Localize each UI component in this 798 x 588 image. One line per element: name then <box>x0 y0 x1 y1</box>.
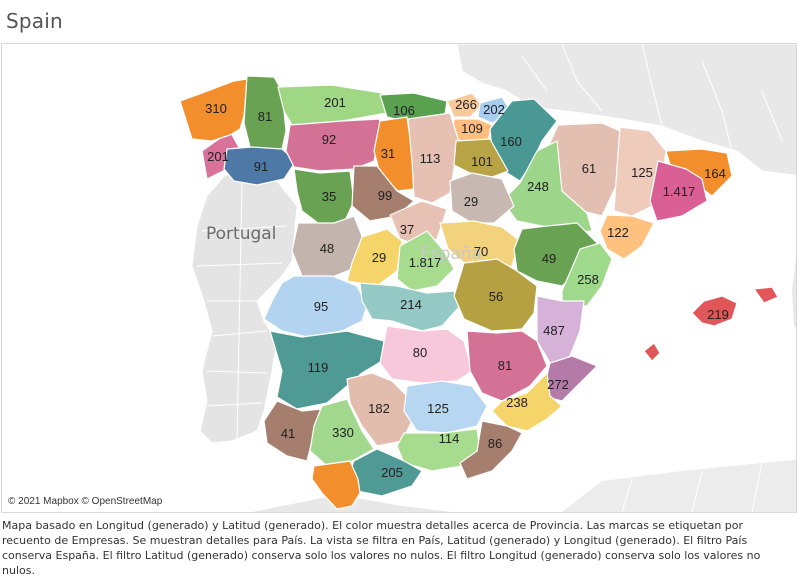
province-cuenca[interactable] <box>453 258 538 332</box>
label-ourense: 91 <box>254 159 268 174</box>
label-tarragona: 122 <box>607 225 629 240</box>
province-vizcaya[interactable] <box>446 92 483 118</box>
label-salamanca: 48 <box>320 241 334 256</box>
province-ourense[interactable] <box>223 146 297 186</box>
label-zaragoza: 248 <box>527 179 549 194</box>
label-valencia: 487 <box>543 323 565 338</box>
label-leon: 92 <box>322 132 336 147</box>
label-lleida: 125 <box>631 165 653 180</box>
province-soria[interactable] <box>449 172 515 224</box>
portugal-label: Portugal <box>206 224 276 244</box>
label-toledo: 214 <box>400 297 422 312</box>
algeria-inner-borders <box>621 462 763 512</box>
province-cadiz[interactable] <box>311 460 361 510</box>
label-asturias: 201 <box>324 95 346 110</box>
algeria-land <box>562 459 796 512</box>
sardinia-land <box>792 257 796 328</box>
france-inner-borders <box>521 44 783 152</box>
province-madrid[interactable] <box>396 230 455 292</box>
label-baleares: 219 <box>707 307 729 322</box>
label-huesca: 61 <box>582 161 596 176</box>
label-segovia: 37 <box>400 222 414 237</box>
label-albacete: 81 <box>498 358 512 373</box>
label-madrid: 1.817 <box>409 255 442 270</box>
province-valencia[interactable] <box>536 295 585 367</box>
label-guadalajara: 70 <box>474 244 488 259</box>
label-pontevedra: 201 <box>207 149 229 164</box>
map-canvas[interactable]: Portugal España 201 310 81 201 106 266 2… <box>2 44 796 512</box>
province-toledo[interactable] <box>359 282 461 332</box>
label-avila: 29 <box>372 250 386 265</box>
province-baleares[interactable] <box>643 286 779 362</box>
label-jaen: 125 <box>427 401 449 416</box>
label-sevilla: 330 <box>332 425 354 440</box>
province-huelva[interactable] <box>263 400 323 462</box>
label-alava: 109 <box>461 121 483 136</box>
label-teruel: 49 <box>542 251 556 266</box>
province-almeria[interactable] <box>459 420 523 480</box>
label-badajoz: 119 <box>308 360 329 375</box>
label-castellon: 258 <box>577 272 599 287</box>
province-leon[interactable] <box>285 118 381 172</box>
label-soria: 29 <box>464 194 478 209</box>
label-zamora: 35 <box>322 189 336 204</box>
province-jaen[interactable] <box>403 380 488 434</box>
province-albacete[interactable] <box>466 330 548 402</box>
province-a-coruna[interactable] <box>179 78 248 142</box>
label-cordoba: 182 <box>368 401 390 416</box>
province-guadalajara[interactable] <box>439 220 521 272</box>
spain-label: España <box>420 244 482 264</box>
label-almeria: 86 <box>488 436 502 451</box>
label-burgos: 113 <box>420 151 441 166</box>
province-sevilla[interactable] <box>309 398 375 467</box>
map-view[interactable]: Portugal España 201 310 81 201 106 266 2… <box>1 43 797 513</box>
label-cuenca: 56 <box>489 289 503 304</box>
label-cantabria: 106 <box>393 103 415 118</box>
province-ciudad-real[interactable] <box>379 325 473 384</box>
province-asturias[interactable] <box>277 84 388 126</box>
label-a-coruna: 310 <box>205 101 227 116</box>
label-huelva: 41 <box>281 426 295 441</box>
label-vizcaya: 266 <box>455 97 477 112</box>
province-value-labels: 201 310 81 201 106 266 202 109 160 91 92… <box>205 95 729 480</box>
label-la-rioja: 101 <box>471 154 493 169</box>
label-guipuzcoa: 202 <box>483 102 505 117</box>
map-caption: Mapa basado en Longitud (generado) y Lat… <box>2 519 761 577</box>
page-title: Spain <box>6 9 63 33</box>
portugal-district-borders <box>196 180 288 442</box>
province-murcia[interactable] <box>491 372 563 432</box>
province-burgos[interactable] <box>407 112 459 204</box>
province-barcelona[interactable] <box>649 160 708 222</box>
label-murcia: 238 <box>506 395 528 410</box>
label-navarra: 160 <box>500 134 522 149</box>
label-malaga: 205 <box>381 465 403 480</box>
label-barcelona: 1.417 <box>663 184 696 199</box>
france-land <box>456 44 796 176</box>
province-avila[interactable] <box>346 228 403 287</box>
label-alicante: 272 <box>547 377 569 392</box>
label-girona: 164 <box>704 166 726 181</box>
province-castellon[interactable] <box>561 242 613 307</box>
label-lugo: 81 <box>258 109 272 124</box>
label-caceres: 95 <box>314 299 328 314</box>
label-palencia: 31 <box>381 146 395 161</box>
province-zaragoza[interactable] <box>501 140 593 234</box>
label-valladolid: 99 <box>378 188 392 203</box>
map-attribution[interactable]: © 2021 Mapbox © OpenStreetMap <box>8 496 163 507</box>
spain-provinces <box>179 75 779 510</box>
province-tarragona[interactable] <box>599 214 655 260</box>
label-granada: 114 <box>439 431 460 446</box>
province-cordoba[interactable] <box>346 372 413 447</box>
label-ciudad-real: 80 <box>413 345 427 360</box>
